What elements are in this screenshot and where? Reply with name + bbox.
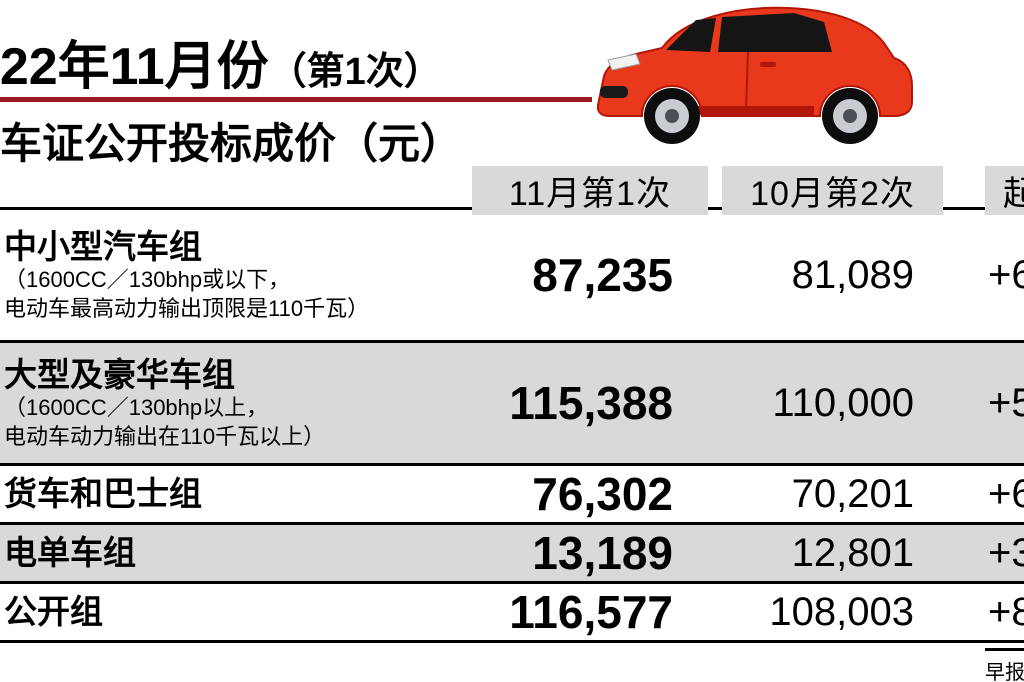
price-change: +8,574 (988, 589, 1024, 634)
price-oct2: 81,089 (791, 252, 914, 297)
category-cell: 电单车组 (0, 525, 465, 581)
category-cell: 中小型汽车组 （1600CC／130bhp或以下， 电动车最高动力输出顶限是11… (0, 219, 465, 332)
col-header-change: 起落 (985, 166, 1024, 215)
price-oct2: 108,003 (769, 589, 914, 634)
car-door-handle (760, 62, 776, 67)
car-rocker-shadow (684, 106, 814, 115)
coe-table: 11月第1次 10月第2次 起落 中小型汽车组 （1600CC／130bhp或以… (0, 166, 1024, 643)
category-label: 中小型汽车组 (4, 227, 202, 265)
page-title-main: 2022年11月份 (0, 38, 269, 96)
price-change: +5,388 (988, 380, 1024, 425)
price-nov1: 116,577 (509, 586, 673, 638)
col-header-oct2: 10月第2次 (722, 166, 943, 215)
table-body: 中小型汽车组 （1600CC／130bhp或以下， 电动车最高动力输出顶限是11… (0, 207, 1024, 643)
category-sub-line1: （1600CC／130bhp以上， (4, 395, 269, 421)
category-label: 电单车组 (4, 534, 136, 572)
category-label: 大型及豪华车组 (4, 355, 235, 393)
price-nov1: 76,302 (532, 468, 673, 520)
category-label: 公开组 (4, 593, 103, 631)
car-door-seam (745, 51, 749, 111)
car-headlight (607, 53, 641, 71)
car-illustration (596, 6, 913, 144)
category-cell: 大型及豪华车组 （1600CC／130bhp以上， 电动车动力输出在110千瓦以… (0, 347, 465, 460)
category-cell: 货车和巴士组 (0, 466, 465, 522)
car-front-wheel (644, 88, 700, 144)
car-side-window (718, 13, 832, 52)
category-sub-line2: 电动车动力输出在110千瓦以上） (4, 423, 326, 449)
price-oct2: 70,201 (791, 471, 914, 516)
price-change: +6,146 (988, 252, 1024, 297)
price-change: +6,101 (988, 471, 1024, 516)
table-row-cat-c: 货车和巴士组 76,302 70,201 +6,101 (0, 466, 1024, 525)
category-label: 货车和巴士组 (4, 475, 202, 513)
category-sub-line2: 电动车最高动力输出顶限是110千瓦） (4, 295, 370, 321)
page-title-round: （第1次） (268, 51, 442, 93)
table-row-cat-a: 中小型汽车组 （1600CC／130bhp或以下， 电动车最高动力输出顶限是11… (0, 210, 1024, 343)
price-change: +388 (988, 530, 1024, 575)
category-cell: 公开组 (0, 584, 465, 640)
price-nov1: 13,189 (532, 527, 673, 579)
table-header-row: 11月第1次 10月第2次 起落 (0, 166, 1024, 215)
car-grille (600, 86, 628, 98)
table-row-cat-b: 大型及豪华车组 （1600CC／130bhp以上， 电动车动力输出在110千瓦以… (0, 343, 1024, 466)
title-divider (0, 97, 592, 102)
car-windshield (666, 18, 716, 52)
table-row-cat-d: 电单车组 13,189 12,801 +388 (0, 525, 1024, 584)
table-row-cat-e: 公开组 116,577 108,003 +8,574 (0, 584, 1024, 643)
col-header-category-spacer (0, 166, 465, 215)
price-oct2: 110,000 (772, 380, 914, 425)
price-oct2: 12,801 (791, 530, 914, 575)
price-nov1: 115,388 (509, 377, 673, 429)
col-header-nov1: 11月第1次 (472, 166, 708, 215)
credit-line: 早报制图 (985, 648, 1024, 682)
page-title: 2022年11月份（第1次） (0, 24, 442, 99)
category-sub-line1: （1600CC／130bhp或以下， (4, 267, 291, 293)
car-body (596, 6, 913, 117)
car-rear-wheel (822, 88, 878, 144)
page-subtitle: 拥车证公开投标成价（元） (0, 120, 463, 167)
price-nov1: 87,235 (532, 249, 673, 301)
